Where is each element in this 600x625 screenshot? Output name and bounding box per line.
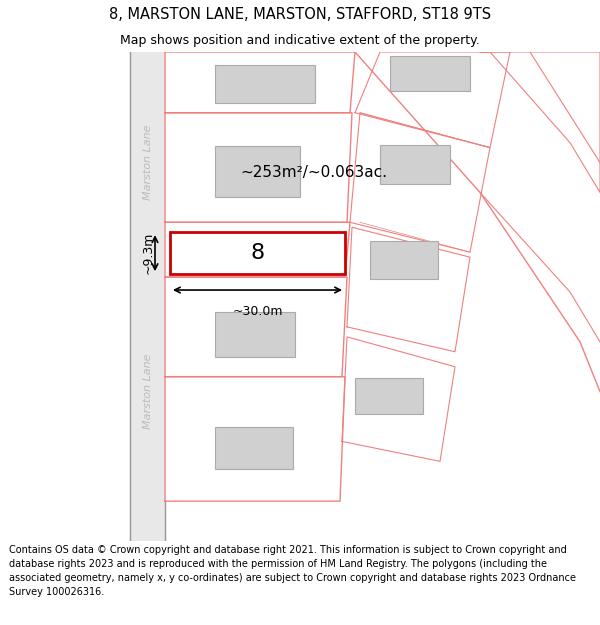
Polygon shape <box>165 377 345 501</box>
Polygon shape <box>342 337 455 461</box>
Polygon shape <box>165 52 355 112</box>
Bar <box>380 144 450 184</box>
Text: Marston Lane: Marston Lane <box>143 125 153 200</box>
Bar <box>215 428 293 469</box>
Text: ~253m²/~0.063ac.: ~253m²/~0.063ac. <box>240 165 387 180</box>
Polygon shape <box>165 112 352 222</box>
Bar <box>215 312 295 357</box>
Text: Contains OS data © Crown copyright and database right 2021. This information is : Contains OS data © Crown copyright and d… <box>9 546 576 598</box>
Text: 8: 8 <box>250 243 265 263</box>
Bar <box>215 146 300 198</box>
Text: 8, MARSTON LANE, MARSTON, STAFFORD, ST18 9TS: 8, MARSTON LANE, MARSTON, STAFFORD, ST18… <box>109 6 491 21</box>
Text: Marston Lane: Marston Lane <box>143 354 153 429</box>
Text: Map shows position and indicative extent of the property.: Map shows position and indicative extent… <box>120 34 480 47</box>
Text: ~9.3m: ~9.3m <box>142 232 155 274</box>
Text: ~30.0m: ~30.0m <box>232 305 283 318</box>
Polygon shape <box>165 277 347 377</box>
Bar <box>370 241 438 279</box>
Bar <box>170 232 345 274</box>
Polygon shape <box>165 222 350 277</box>
Polygon shape <box>350 112 490 252</box>
Polygon shape <box>355 52 510 148</box>
Polygon shape <box>347 228 470 352</box>
Polygon shape <box>130 52 165 541</box>
Bar <box>355 378 423 414</box>
Bar <box>215 65 315 102</box>
Bar <box>390 56 470 91</box>
